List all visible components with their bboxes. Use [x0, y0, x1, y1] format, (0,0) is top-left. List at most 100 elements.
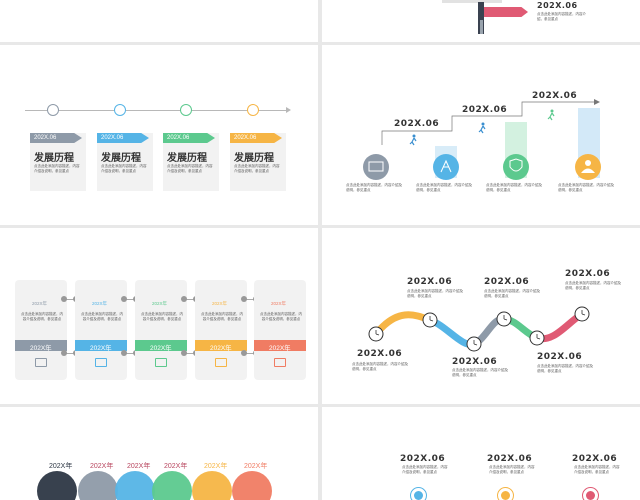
runner-icon	[409, 134, 417, 146]
wave-date-6: 202X.06	[565, 269, 611, 279]
slide-thumb-1[interactable]	[0, 0, 318, 42]
card-year-bar	[15, 340, 67, 351]
year-circle	[115, 471, 155, 500]
connector	[63, 299, 77, 300]
year-circle	[232, 471, 272, 500]
year-card	[254, 280, 306, 380]
year-circle	[37, 471, 77, 500]
card-year-bar	[254, 340, 306, 351]
step-date: 202X.06	[34, 134, 57, 141]
card-year-small: 202X年	[92, 301, 108, 306]
wave-date-1: 202X.06	[357, 349, 403, 359]
grey-bar	[480, 20, 483, 34]
wave-body-3: 点击此处添加内容描述，内容介绍及说明，参见重点	[452, 368, 508, 377]
card-body: 点击此处添加内容描述，内容介绍及说明，参见重点	[21, 312, 63, 321]
year-circle	[78, 471, 118, 500]
step-body: 点击此处添加内容描述，内容介绍及说明，参见重点	[234, 164, 280, 173]
slide2-body: 点击此处添加内容描述，内容介绍，参见重点	[537, 12, 586, 21]
wave-date-3: 202X.06	[452, 357, 498, 367]
slide-thumb-7[interactable]: 202X年 202X年 202X年 202X年 202X年 202X年	[0, 407, 318, 500]
card-body: 点击此处添加内容描述，内容介绍及说明，参见重点	[201, 312, 243, 321]
people-icon-circle	[575, 154, 601, 180]
circle-year: 202X年	[204, 463, 228, 470]
timeline-node	[114, 104, 126, 116]
wave-body-2: 点击此处添加内容描述，内容介绍及说明，参见重点	[407, 289, 463, 298]
device-icon	[155, 358, 167, 367]
step-date-tab	[30, 133, 82, 143]
col-body: 点击此处添加内容描述，内容介绍及说明，参见重点	[402, 465, 448, 474]
col-date: 202X.06	[572, 454, 618, 464]
shield-icon-circle	[503, 154, 529, 180]
year-card	[135, 280, 187, 380]
connector-dot	[181, 296, 187, 302]
step-date: 202X.06	[167, 134, 190, 141]
year-card	[15, 280, 67, 380]
step-date: 202X.06	[101, 134, 124, 141]
year-card	[195, 280, 247, 380]
connector	[123, 299, 137, 300]
circle-year: 202X年	[127, 463, 151, 470]
pink-bar	[484, 7, 528, 17]
timeline-node	[247, 104, 259, 116]
card-year-label: 202X年	[150, 345, 172, 352]
dark-bar	[478, 2, 484, 34]
col-date: 202X.06	[400, 454, 446, 464]
step-body: 点击此处添加内容描述，内容介绍及说明，参见重点	[167, 164, 213, 173]
device-icon	[215, 358, 227, 367]
stair-body-3: 点击此处添加内容描述，内容介绍及说明，参见重点	[486, 183, 542, 192]
stair-body-2: 点击此处添加内容描述，内容介绍及说明，参见重点	[416, 183, 472, 192]
circle-year: 202X年	[90, 463, 114, 470]
step-title: 发展历程	[101, 153, 141, 164]
wave-date-5: 202X.06	[537, 352, 583, 362]
card-body: 点击此处添加内容描述，内容介绍及说明，参见重点	[141, 312, 183, 321]
card-year-label: 202X年	[210, 345, 232, 352]
connector-dot	[241, 350, 247, 356]
stair-date-3: 202X.06	[532, 91, 578, 101]
connector	[243, 353, 257, 354]
card-year-small: 202X年	[32, 301, 48, 306]
card-body: 点击此处添加内容描述，内容介绍及说明，参见重点	[81, 312, 123, 321]
connector-dot	[61, 296, 67, 302]
step-date: 202X.06	[234, 134, 257, 141]
step-body: 点击此处添加内容描述，内容介绍及说明，参见重点	[34, 164, 80, 173]
slide-thumb-3[interactable]: 202X.06 发展历程 点击此处添加内容描述，内容介绍及说明，参见重点 202…	[0, 45, 318, 225]
staircase-svg	[363, 99, 601, 180]
col-icon	[414, 491, 423, 500]
timeline-line	[25, 110, 287, 111]
wave-date-2: 202X.06	[407, 277, 453, 287]
slide-thumb-6[interactable]: 202X.06 202X.06 202X.06 202X.06 202X.06 …	[322, 228, 640, 404]
step-date-tab	[230, 133, 282, 143]
step-body: 点击此处添加内容描述，内容介绍及说明，参见重点	[101, 164, 147, 173]
card-year-small: 202X年	[152, 301, 168, 306]
year-card	[75, 280, 127, 380]
wave-body-5: 点击此处添加内容描述，内容介绍及说明，参见重点	[537, 364, 593, 373]
wave-body-6: 点击此处添加内容描述，内容介绍及说明，参见重点	[565, 281, 621, 290]
slide-thumb-4[interactable]: 202X.06 202X.06 202X.06 点击此处添加内容描述，内容介绍及…	[322, 45, 640, 225]
connector	[183, 299, 197, 300]
col-body: 点击此处添加内容描述，内容介绍及说明，参见重点	[574, 465, 620, 474]
circle-year: 202X年	[164, 463, 188, 470]
year-circle	[192, 471, 232, 500]
stair-body-1: 点击此处添加内容描述，内容介绍及说明，参见重点	[346, 183, 402, 192]
step-title: 发展历程	[167, 153, 207, 164]
connector-dot	[121, 296, 127, 302]
card-year-label: 202X年	[90, 345, 112, 352]
stair-body-4: 点击此处添加内容描述，内容介绍及说明，参见重点	[558, 183, 614, 192]
slide-thumb-8[interactable]: 202X.06 点击此处添加内容描述，内容介绍及说明，参见重点 202X.06 …	[322, 407, 640, 500]
stair-date-1: 202X.06	[394, 119, 440, 129]
wave-svg	[368, 306, 590, 352]
stair-date-2: 202X.06	[462, 105, 508, 115]
card-year-label: 202X年	[269, 345, 291, 352]
connector-dot	[241, 296, 247, 302]
slide2-date: 202X.06	[537, 1, 578, 10]
slide-thumb-2[interactable]: 202X.06 点击此处添加内容描述，内容介绍，参见重点	[322, 0, 640, 42]
device-icon	[35, 358, 47, 367]
wave-body-4: 点击此处添加内容描述，内容介绍及说明，参见重点	[484, 289, 540, 298]
connector	[243, 299, 257, 300]
connector	[183, 353, 197, 354]
circle-year: 202X年	[244, 463, 268, 470]
card-year-label: 202X年	[30, 345, 52, 352]
step-date-tab	[163, 133, 215, 143]
card-year-bar	[195, 340, 247, 351]
slide-thumb-5[interactable]: 202X年 点击此处添加内容描述，内容介绍及说明，参见重点 202X年 202X…	[0, 228, 318, 404]
